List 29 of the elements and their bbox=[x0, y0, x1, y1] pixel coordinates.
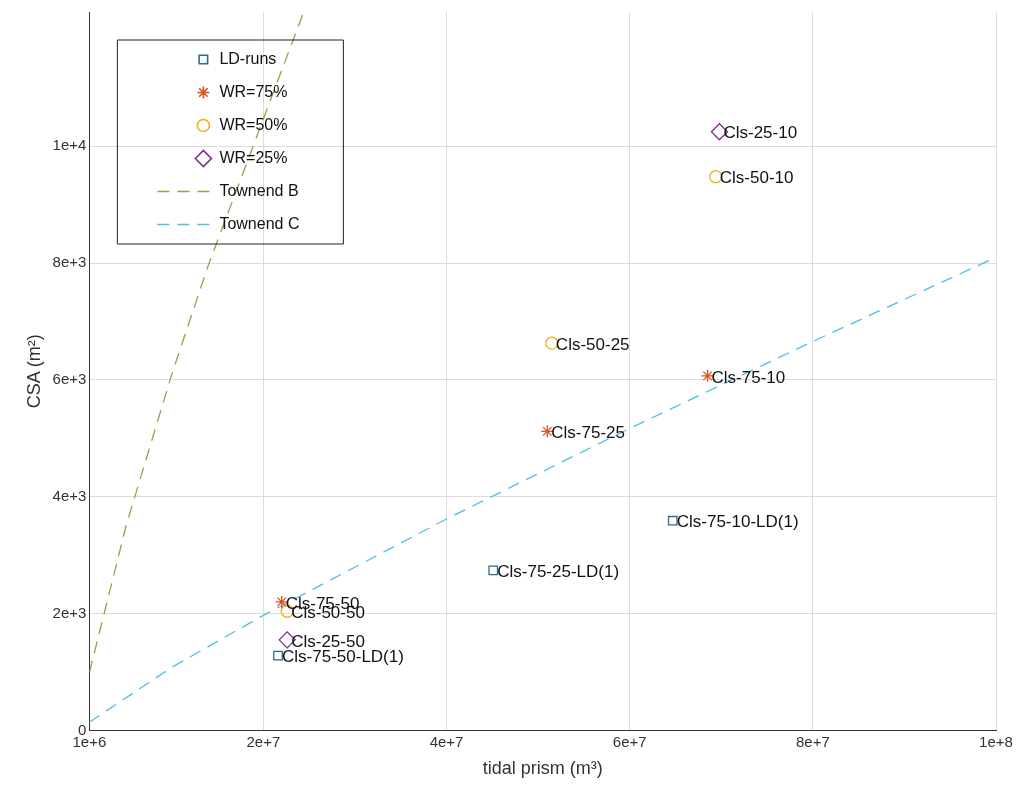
y-axis-title: CSA (m²) bbox=[23, 334, 44, 409]
y-tick-label: 0 bbox=[78, 720, 87, 738]
annotation: Cls-50-25 bbox=[555, 334, 630, 354]
annotation: Cls-75-10 bbox=[711, 367, 786, 387]
legend-label: WR=50% bbox=[219, 115, 288, 133]
legend-label: WR=25% bbox=[219, 148, 288, 166]
y-tick-label: 1e+4 bbox=[52, 136, 87, 154]
annotation: Cls-75-10-LD(1) bbox=[676, 512, 799, 532]
y-tick-label: 8e+3 bbox=[52, 253, 87, 271]
x-tick-label: 1e+8 bbox=[979, 732, 1013, 750]
legend-label: Townend C bbox=[219, 214, 300, 232]
x-tick-label: 6e+7 bbox=[612, 732, 647, 750]
annotation: Cls-50-10 bbox=[719, 168, 794, 188]
y-tick-label: 4e+3 bbox=[52, 486, 87, 504]
legend-label: Townend B bbox=[219, 181, 299, 199]
y-tick-label: 2e+3 bbox=[52, 603, 87, 621]
x-tick-label: 2e+7 bbox=[246, 732, 281, 750]
point bbox=[273, 650, 283, 661]
x-axis-title: tidal prism (m³) bbox=[482, 758, 603, 779]
legend-label: WR=75% bbox=[219, 82, 288, 100]
annotation: Cls-75-25-LD(1) bbox=[497, 562, 620, 582]
point bbox=[667, 515, 678, 526]
annotation: Cls-25-10 bbox=[723, 123, 798, 143]
point bbox=[488, 565, 499, 576]
x-tick-label: 4e+7 bbox=[429, 732, 464, 750]
annotation: Cls-75-25 bbox=[551, 423, 625, 443]
x-tick-label: 8e+7 bbox=[795, 732, 830, 750]
legend-label: LD-runs bbox=[219, 49, 277, 67]
y-tick-label: 6e+3 bbox=[52, 370, 87, 388]
